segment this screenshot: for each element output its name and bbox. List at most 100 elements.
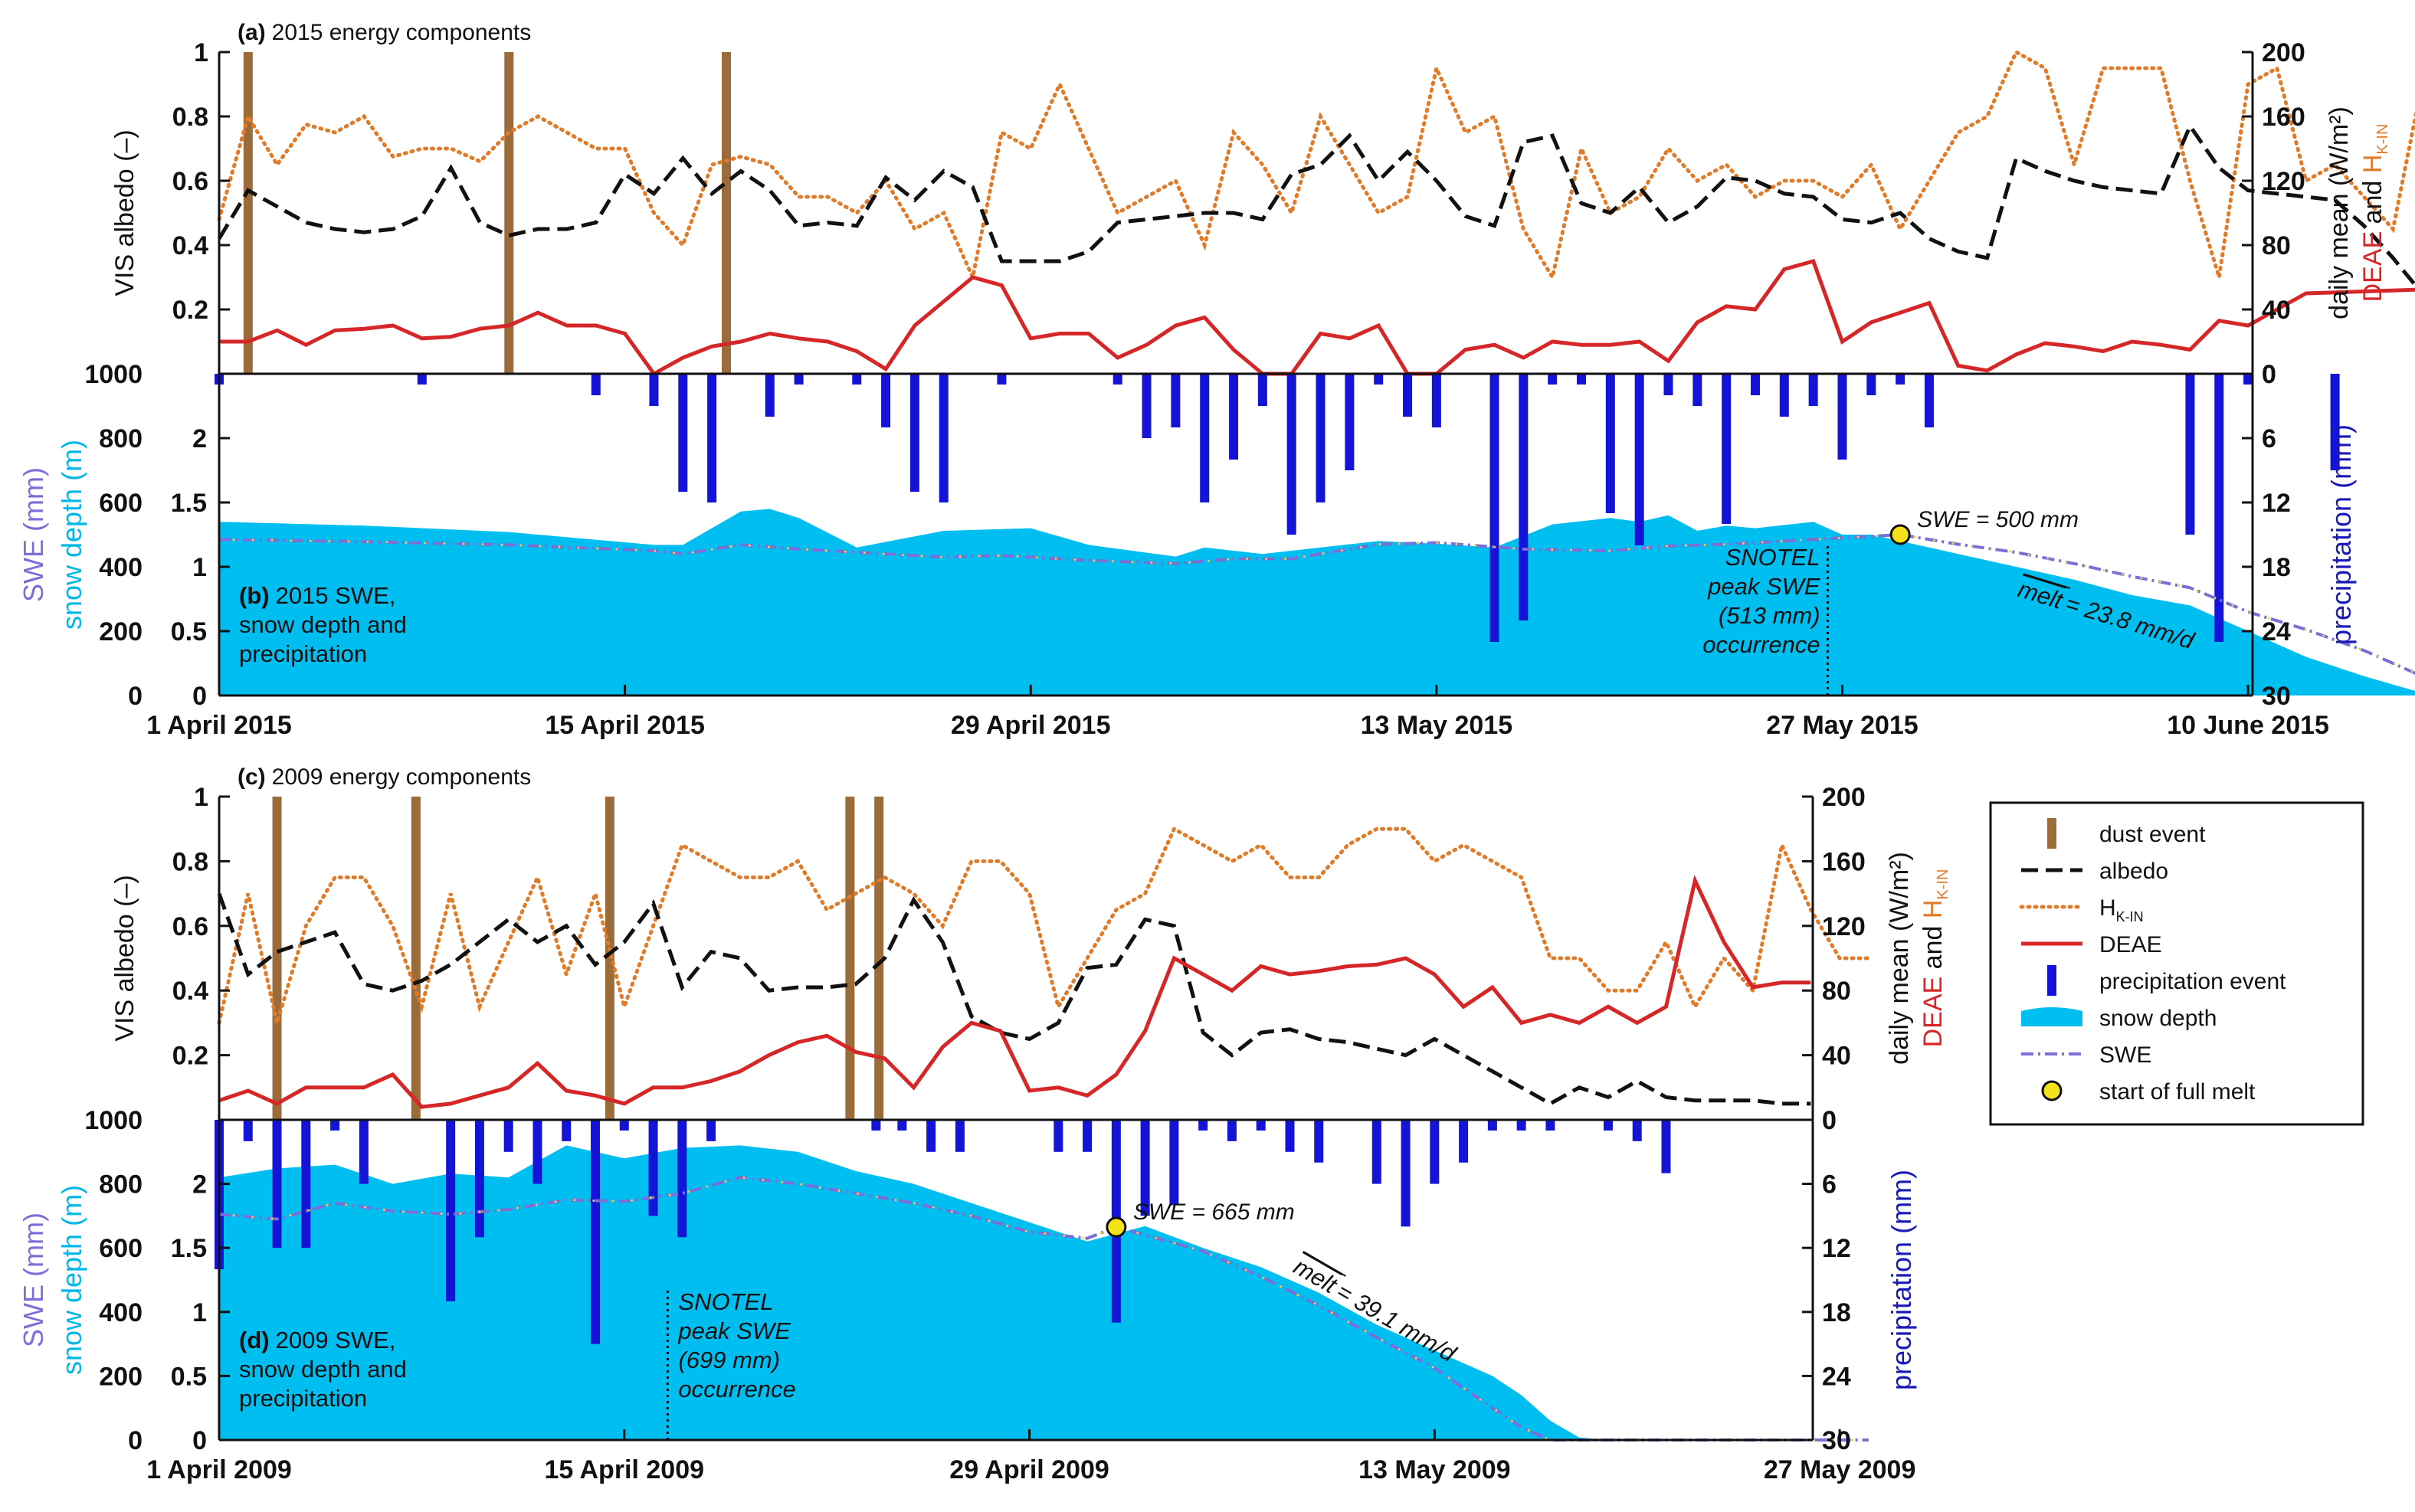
precipitation-bar <box>871 1120 881 1131</box>
precipitation-bar <box>1401 1120 1411 1227</box>
panel-d-swe-2009: SWE = 665 mm 0 200 400 600 800 1000 0 0.5 1 1.5 2 0 6… <box>18 1106 1917 1484</box>
legend-swatch-depth <box>2021 1007 2082 1026</box>
depth-axis-label: snow depth (m) <box>56 440 87 630</box>
left-axis-label: VIS albedo (–) <box>110 875 139 1041</box>
precipitation-bar <box>707 374 717 502</box>
panel-caption-text: 2009 SWE, <box>276 1327 396 1353</box>
right-tick-label: 200 <box>2262 38 2305 67</box>
peak-swe-text: SNOTEL <box>678 1288 773 1315</box>
depth-tick-label: 1 <box>192 553 207 582</box>
x-tick-label: 15 April 2009 <box>545 1455 705 1484</box>
precipitation-bar <box>446 1120 456 1301</box>
right-tick-label: 40 <box>2262 296 2291 325</box>
precipitation-bar <box>1663 374 1673 395</box>
precip-tick-label: 30 <box>1822 1426 1851 1455</box>
deae-label: DEAE <box>1919 977 1948 1048</box>
precipitation-bar <box>2330 374 2340 470</box>
precipitation-bar <box>1837 374 1847 460</box>
precipitation-bar <box>1316 374 1325 502</box>
swe-tick-label: 200 <box>99 617 143 646</box>
precip-tick-label: 30 <box>2262 682 2291 711</box>
precipitation-bar <box>939 374 949 502</box>
swe-series-line <box>218 1176 1869 1442</box>
precipitation-bar <box>1722 374 1732 524</box>
snow-depth-area <box>219 1145 1869 1440</box>
right-axis-label: daily mean (W/m²) <box>2325 106 2354 319</box>
deae-series-line <box>219 258 2415 377</box>
legend-label: HK-IN <box>2099 895 2144 925</box>
depth-tick-label: 0.5 <box>171 1362 207 1391</box>
precipitation-bar <box>794 374 804 385</box>
precipitation-bar <box>1169 1120 1179 1206</box>
panel-caption-letter: (d) <box>239 1327 270 1353</box>
panel-b-swe-2015: SWE = 500 mm 0 200 400 600 800 1000 0 0.5 1 1.5 2 0 6… <box>18 360 2415 740</box>
precip-tick-label: 24 <box>1822 1362 1851 1391</box>
x-tick-label: 29 April 2009 <box>949 1455 1109 1484</box>
precip-tick-label: 12 <box>1822 1234 1851 1263</box>
precip-tick-label: 18 <box>2262 553 2291 582</box>
precipitation-bar <box>1545 1120 1555 1131</box>
precipitation-bar <box>1374 374 1384 385</box>
precipitation-bar <box>1603 1120 1613 1131</box>
precipitation-bar <box>1516 1120 1526 1131</box>
precipitation-bar <box>1053 1120 1063 1152</box>
panel-a-energy-2015: 0 0.2 40 0.4 80 0.6 120 0.8 160 1 200 (a) 2015 energ… <box>110 20 2415 389</box>
precipitation-bar <box>2243 374 2253 385</box>
right-axis-label-2: DEAE and HK-IN <box>2358 124 2391 303</box>
left-tick-label: 0.4 <box>172 977 208 1006</box>
precip-tick-label: 18 <box>1822 1298 1851 1327</box>
panel-caption-line: snow depth and <box>239 611 407 638</box>
precipitation-bar <box>1227 1120 1237 1141</box>
precipitation-bar <box>1431 374 1441 427</box>
panel-c-energy-2009: 0 0.2 40 0.4 80 0.6 120 0.8 160 1 200 (c) 2009 energ… <box>110 764 1951 1135</box>
hkin-subscript: K-IN <box>2374 124 2391 155</box>
left-tick-label: 0.2 <box>172 296 208 325</box>
precipitation-bar <box>1112 374 1122 385</box>
panel-caption-text: 2015 SWE, <box>276 582 396 609</box>
legend-label: SWE <box>2099 1042 2151 1068</box>
swe-axis-label: SWE (mm) <box>18 1213 49 1347</box>
precip-tick-label: 24 <box>2262 617 2291 646</box>
right-tick-label: 120 <box>1822 912 1866 941</box>
panel-caption-line: (b) 2015 SWE, <box>239 582 395 609</box>
precip-axis-label: precipitation (mm) <box>1886 1170 1917 1390</box>
swe-tick-label: 0 <box>128 682 143 711</box>
dust-event-bar <box>722 52 732 374</box>
right-tick-label: 120 <box>2262 167 2305 196</box>
melt-overline <box>2023 573 2071 589</box>
precipitation-bar <box>1779 374 1789 417</box>
legend-label-text: dust event <box>2099 822 2206 847</box>
x-tick-label: 15 April 2015 <box>545 711 705 740</box>
precipitation-bar <box>1256 1120 1266 1131</box>
swe-tick-label: 200 <box>99 1362 143 1391</box>
left-tick-label: 1 <box>194 38 208 67</box>
precipitation-bar <box>1257 374 1267 406</box>
precipitation-bar <box>909 374 919 492</box>
swe-axis-label: SWE (mm) <box>18 467 49 602</box>
dust-event-bar <box>845 797 855 1120</box>
dust-event-bar <box>272 797 282 1120</box>
swe-tick-label: 400 <box>99 553 143 582</box>
precip-axis-label: precipitation (mm) <box>2325 424 2357 645</box>
left-tick-label: 0.8 <box>172 103 208 132</box>
legend-label-text: H <box>2099 895 2116 921</box>
x-tick-label: 29 April 2015 <box>951 711 1111 740</box>
precipitation-bar <box>926 1120 936 1152</box>
precipitation-bar <box>359 1120 369 1184</box>
precipitation-bar <box>1171 374 1181 427</box>
precipitation-bar <box>1430 1120 1440 1184</box>
swe-series-dots <box>218 533 2415 675</box>
precipitation-bar <box>765 374 775 417</box>
precipitation-bar <box>706 1120 716 1141</box>
left-tick-label: 1 <box>194 783 208 812</box>
hkin-label: H <box>2358 155 2387 174</box>
right-tick-label: 160 <box>1822 847 1866 876</box>
x-tick-label: 13 May 2015 <box>1361 711 1513 740</box>
precipitation-bar <box>1489 374 1499 642</box>
precipitation-bar <box>474 1120 484 1238</box>
precipitation-bar <box>562 1120 572 1141</box>
left-axis-label: VIS albedo (–) <box>110 129 139 296</box>
precipitation-bar <box>1548 374 1558 385</box>
panel-title: (c) 2009 energy components <box>238 764 531 790</box>
precipitation-bar <box>1808 374 1818 406</box>
